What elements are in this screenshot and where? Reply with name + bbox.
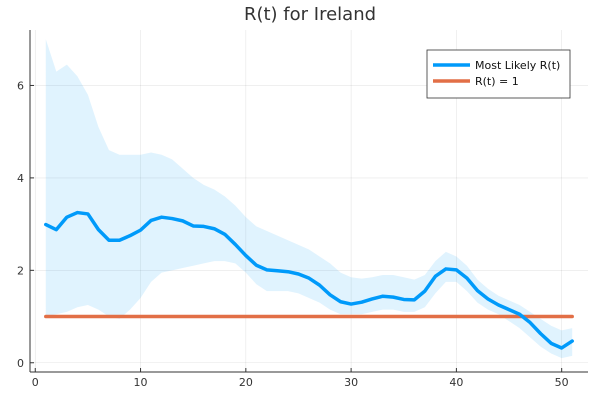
x-tick-label: 30: [344, 376, 358, 389]
y-tick-label: 4: [17, 172, 24, 185]
legend-label-most-likely: Most Likely R(t): [475, 59, 560, 72]
y-tick-label: 2: [17, 264, 24, 277]
x-tick-label: 40: [449, 376, 463, 389]
series-lines: [44, 210, 574, 350]
x-tick-label: 0: [32, 376, 39, 389]
series-line-most-likely: [44, 210, 574, 350]
legend-box: [426, 49, 571, 99]
confidence-band: [45, 39, 573, 359]
x-tick-label: 50: [555, 376, 569, 389]
legend-label-threshold: R(t) = 1: [475, 75, 519, 88]
y-tick-label: 0: [17, 357, 24, 370]
legend: Most Likely R(t) R(t) = 1: [426, 49, 571, 99]
chart-title: R(t) for Ireland: [244, 4, 376, 25]
axes: 0 10 20 30 40 50 0 2 4 6: [17, 30, 588, 389]
x-tick-label: 20: [239, 376, 253, 389]
confidence-band-area: [45, 39, 573, 359]
y-tick-label: 6: [17, 79, 24, 92]
x-tick-label: 10: [134, 376, 148, 389]
